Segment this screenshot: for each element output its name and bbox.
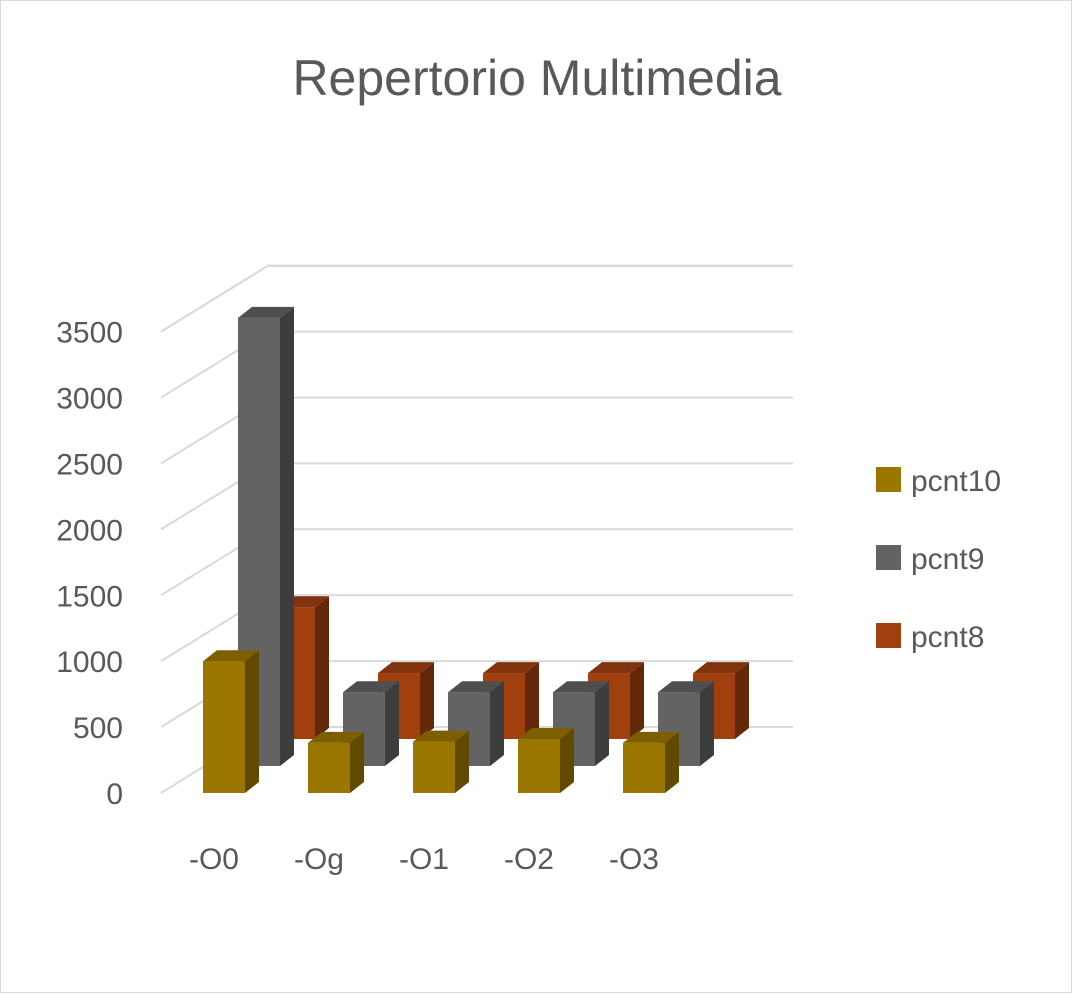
bar-side bbox=[700, 681, 714, 766]
bar-side bbox=[455, 730, 469, 793]
bar-side bbox=[560, 727, 574, 793]
bar-front bbox=[203, 661, 245, 793]
bar-side bbox=[665, 731, 679, 793]
y-tick-label: 2000 bbox=[56, 514, 123, 547]
bar-top bbox=[483, 662, 539, 674]
y-tick-label: 2500 bbox=[56, 449, 123, 482]
x-tick-label: -O2 bbox=[504, 843, 554, 876]
legend-label: pcnt8 bbox=[911, 621, 984, 654]
gridline bbox=[160, 264, 793, 333]
legend-item: pcnt8 bbox=[876, 621, 984, 654]
bar-front bbox=[413, 741, 455, 793]
bar-side bbox=[420, 662, 434, 739]
bar-side bbox=[315, 596, 329, 739]
bar-top bbox=[238, 306, 294, 318]
bar-side bbox=[735, 662, 749, 739]
bar bbox=[623, 731, 679, 793]
bar bbox=[203, 650, 259, 793]
bar bbox=[518, 727, 574, 793]
legend-swatch bbox=[876, 545, 901, 570]
bar-side bbox=[490, 681, 504, 766]
bar-top bbox=[308, 731, 364, 743]
bar-top bbox=[588, 662, 644, 674]
bar-side bbox=[630, 662, 644, 739]
bar-side bbox=[350, 731, 364, 793]
bar-top bbox=[343, 681, 399, 693]
bar-top bbox=[448, 681, 504, 693]
bar-front bbox=[518, 738, 560, 793]
legend-label: pcnt10 bbox=[911, 465, 1001, 498]
bar-top bbox=[413, 730, 469, 742]
y-tick-label: 3000 bbox=[56, 383, 123, 416]
bar-front bbox=[623, 742, 665, 793]
bar bbox=[413, 730, 469, 793]
x-tick-label: -O1 bbox=[399, 843, 449, 876]
legend-swatch bbox=[876, 467, 901, 492]
chart-title: Repertorio Multimedia bbox=[292, 50, 781, 106]
bar-top bbox=[203, 650, 259, 662]
y-tick-label: 500 bbox=[73, 712, 123, 745]
bar bbox=[238, 306, 294, 766]
bar-side bbox=[245, 650, 259, 793]
legend-item: pcnt10 bbox=[876, 465, 1001, 498]
y-tick-label: 3500 bbox=[56, 317, 123, 350]
legend-label: pcnt9 bbox=[911, 543, 984, 576]
bar-front bbox=[308, 742, 350, 793]
x-axis-ticks: -O0 -Og -O1 -O2 -O3 bbox=[189, 843, 659, 876]
x-tick-label: -O0 bbox=[189, 843, 239, 876]
legend-swatch bbox=[876, 623, 901, 648]
legend: pcnt10 pcnt9 pcnt8 bbox=[876, 465, 1001, 654]
bars bbox=[203, 306, 749, 793]
y-tick-label: 1000 bbox=[56, 646, 123, 679]
x-tick-label: -O3 bbox=[609, 843, 659, 876]
y-axis-ticks: 0 500 1000 1500 2000 2500 3000 3500 bbox=[56, 317, 123, 811]
bar-side bbox=[525, 662, 539, 739]
bar-top bbox=[553, 681, 609, 693]
y-tick-label: 0 bbox=[106, 778, 123, 811]
bar bbox=[308, 731, 364, 793]
legend-item: pcnt9 bbox=[876, 543, 984, 576]
bar-top bbox=[693, 662, 749, 674]
bar-side bbox=[280, 306, 294, 766]
y-tick-label: 1500 bbox=[56, 580, 123, 613]
bar-top bbox=[378, 662, 434, 674]
bar-side bbox=[385, 681, 399, 766]
bar-top bbox=[518, 727, 574, 739]
bar-top bbox=[623, 731, 679, 743]
bar-top bbox=[658, 681, 714, 693]
bar-side bbox=[595, 681, 609, 766]
x-tick-label: -Og bbox=[294, 843, 344, 876]
